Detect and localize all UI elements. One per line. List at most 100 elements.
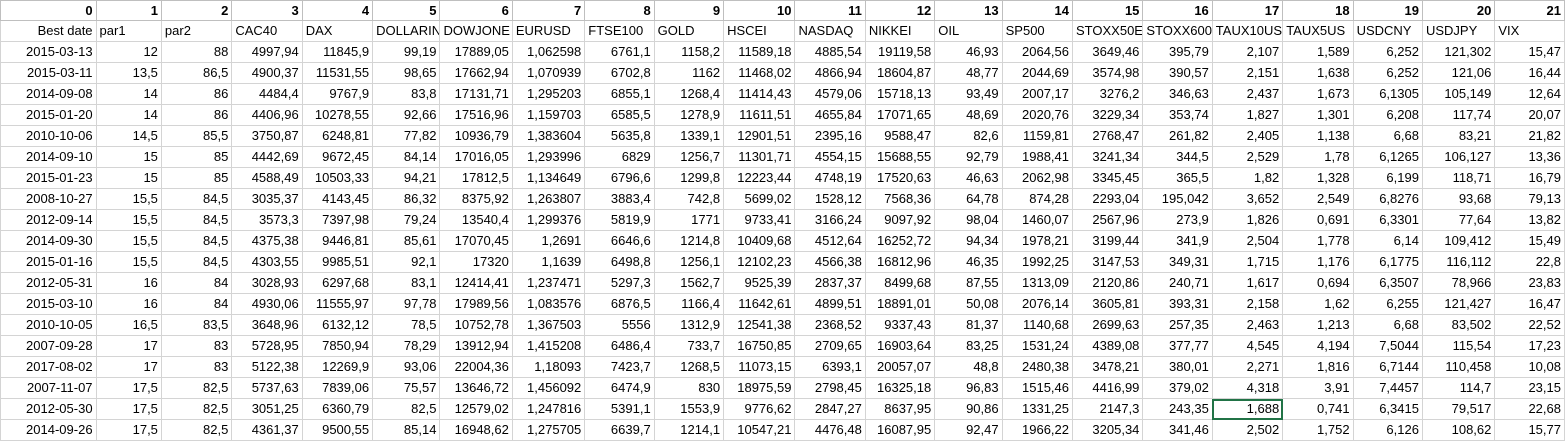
field-name-cell[interactable]: FTSE100 (584, 20, 655, 42)
value-cell[interactable]: 13912,94 (439, 335, 513, 357)
value-cell[interactable]: 82,5 (160, 377, 233, 399)
value-cell[interactable]: 83,1 (372, 272, 441, 294)
value-cell[interactable]: 1,826 (1211, 209, 1284, 231)
value-cell[interactable]: 4442,69 (231, 146, 303, 168)
value-cell[interactable]: 1,752 (1282, 419, 1354, 441)
column-number-cell[interactable]: 9 (653, 0, 725, 21)
value-cell[interactable]: 1528,12 (794, 188, 866, 210)
value-cell[interactable]: 105,149 (1421, 83, 1496, 105)
value-cell[interactable]: 3574,98 (1072, 62, 1144, 84)
value-cell[interactable]: 11073,15 (723, 356, 796, 378)
value-cell[interactable]: 22,52 (1494, 314, 1565, 336)
value-cell[interactable]: 9525,39 (723, 272, 796, 294)
value-cell[interactable]: 7850,94 (301, 335, 374, 357)
value-cell[interactable]: 2062,98 (1001, 167, 1074, 189)
value-cell[interactable]: 1,062598 (511, 41, 586, 63)
value-cell[interactable]: 0,691 (1282, 209, 1354, 231)
value-cell[interactable]: 395,79 (1142, 41, 1213, 63)
value-cell[interactable]: 84,14 (372, 146, 441, 168)
date-cell[interactable]: 2008-10-27 (0, 188, 97, 210)
value-cell[interactable]: 365,5 (1142, 167, 1213, 189)
value-cell[interactable]: 16,5 (95, 314, 162, 336)
value-cell[interactable]: 10278,55 (301, 104, 374, 126)
value-cell[interactable]: 10936,79 (439, 125, 513, 147)
value-cell[interactable]: 84,5 (160, 209, 233, 231)
value-cell[interactable]: 341,9 (1142, 230, 1213, 252)
value-cell[interactable]: 1,301 (1282, 104, 1354, 126)
field-name-cell[interactable]: CAC40 (231, 20, 303, 42)
value-cell[interactable]: 2064,56 (1001, 41, 1074, 63)
value-cell[interactable]: 108,62 (1421, 419, 1496, 441)
value-cell[interactable]: 79,517 (1421, 398, 1496, 420)
value-cell[interactable]: 15,5 (95, 230, 162, 252)
value-cell[interactable]: 3028,93 (231, 272, 303, 294)
value-cell[interactable]: 93,49 (934, 83, 1003, 105)
value-cell[interactable]: 6,208 (1352, 104, 1423, 126)
value-cell[interactable]: 390,57 (1142, 62, 1213, 84)
value-cell[interactable]: 2,549 (1282, 188, 1354, 210)
value-cell[interactable]: 116,112 (1421, 251, 1496, 273)
value-cell[interactable]: 17,5 (95, 377, 162, 399)
value-cell[interactable]: 77,82 (372, 125, 441, 147)
value-cell[interactable]: 5391,1 (584, 398, 655, 420)
value-cell[interactable]: 11414,43 (723, 83, 796, 105)
value-cell[interactable]: 48,8 (934, 356, 1003, 378)
field-name-cell[interactable]: USDCNY (1352, 20, 1423, 42)
value-cell[interactable]: 1,827 (1211, 104, 1284, 126)
value-cell[interactable]: 2,405 (1211, 125, 1284, 147)
value-cell[interactable]: 79,24 (372, 209, 441, 231)
date-cell[interactable]: 2015-03-10 (0, 293, 97, 315)
value-cell[interactable]: 17016,05 (439, 146, 513, 168)
value-cell[interactable]: 17516,96 (439, 104, 513, 126)
value-cell[interactable]: 1299,8 (653, 167, 725, 189)
value-cell[interactable]: 16750,85 (723, 335, 796, 357)
value-cell[interactable]: 1,159703 (511, 104, 586, 126)
value-cell[interactable]: 87,55 (934, 272, 1003, 294)
column-number-cell[interactable]: 17 (1211, 0, 1284, 21)
value-cell[interactable]: 2395,16 (794, 125, 866, 147)
value-cell[interactable]: 6702,8 (584, 62, 655, 84)
value-cell[interactable]: 121,427 (1421, 293, 1496, 315)
value-cell[interactable]: 344,5 (1142, 146, 1213, 168)
value-cell[interactable]: 46,35 (934, 251, 1003, 273)
date-cell[interactable]: 2014-09-30 (0, 230, 97, 252)
value-cell[interactable]: 240,71 (1142, 272, 1213, 294)
value-cell[interactable]: 2,271 (1211, 356, 1284, 378)
field-name-cell[interactable]: EURUSD (511, 20, 586, 42)
value-cell[interactable]: 1,715 (1211, 251, 1284, 273)
value-cell[interactable]: 1,383604 (511, 125, 586, 147)
date-cell[interactable]: 2017-08-02 (0, 356, 97, 378)
value-cell[interactable]: 3648,96 (231, 314, 303, 336)
value-cell[interactable]: 18604,87 (864, 62, 936, 84)
value-cell[interactable]: 1,617 (1211, 272, 1284, 294)
value-cell[interactable]: 14 (95, 83, 162, 105)
value-cell[interactable]: 93,68 (1421, 188, 1496, 210)
column-number-cell[interactable]: 10 (723, 0, 796, 21)
value-cell[interactable]: 15,5 (95, 251, 162, 273)
value-cell[interactable]: 12,64 (1494, 83, 1565, 105)
value-cell[interactable]: 2709,65 (794, 335, 866, 357)
value-cell[interactable]: 12102,23 (723, 251, 796, 273)
value-cell[interactable]: 6360,79 (301, 398, 374, 420)
value-cell[interactable]: 6393,1 (794, 356, 866, 378)
value-cell[interactable]: 733,7 (653, 335, 725, 357)
value-cell[interactable]: 3276,2 (1072, 83, 1144, 105)
value-cell[interactable]: 2,463 (1211, 314, 1284, 336)
value-cell[interactable]: 11531,55 (301, 62, 374, 84)
value-cell[interactable]: 5728,95 (231, 335, 303, 357)
value-cell[interactable]: 1,78 (1282, 146, 1354, 168)
value-cell[interactable]: 82,5 (160, 398, 233, 420)
value-cell[interactable]: 11301,71 (723, 146, 796, 168)
value-cell[interactable]: 7397,98 (301, 209, 374, 231)
value-cell[interactable]: 20,07 (1494, 104, 1565, 126)
value-cell[interactable]: 79,13 (1494, 188, 1565, 210)
value-cell[interactable]: 93,06 (372, 356, 441, 378)
field-name-cell[interactable]: par2 (160, 20, 233, 42)
value-cell[interactable]: 83,5 (160, 314, 233, 336)
value-cell[interactable]: 83 (160, 335, 233, 357)
value-cell[interactable]: 15,5 (95, 209, 162, 231)
value-cell[interactable]: 23,83 (1494, 272, 1565, 294)
value-cell[interactable]: 4866,94 (794, 62, 866, 84)
value-cell[interactable]: 12223,44 (723, 167, 796, 189)
value-cell[interactable]: 13,82 (1494, 209, 1565, 231)
